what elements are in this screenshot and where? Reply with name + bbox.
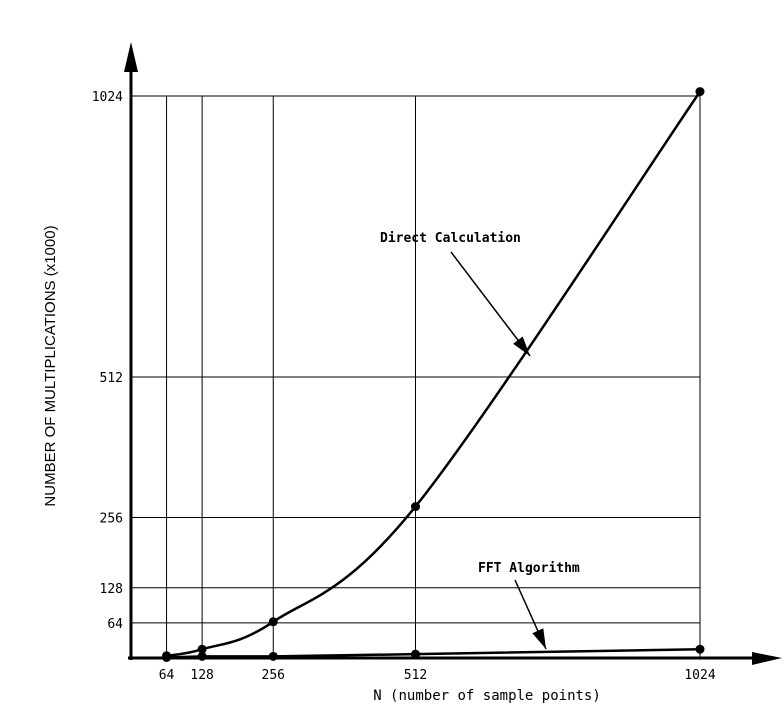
- y-tick-label: 256: [100, 512, 123, 527]
- y-tick-label: 512: [100, 371, 123, 386]
- data-point-direct: [411, 502, 420, 512]
- x-axis-arrow-icon: [752, 652, 782, 665]
- annotation-fft-algorithm: FFT Algorithm: [478, 561, 580, 576]
- y-tick-label: 1024: [92, 90, 123, 105]
- x-tick-label: 512: [404, 668, 427, 683]
- data-point-direct: [197, 644, 207, 654]
- y-axis-label: NUMBER OF MULTIPLICATIONS (x1000): [42, 225, 59, 506]
- tick-labels: 64 128 256 512 1024 64 128 256 512 1024: [92, 90, 716, 683]
- data-point-fft: [411, 649, 420, 659]
- x-tick-label: 256: [262, 668, 285, 683]
- data-point-direct: [695, 87, 705, 97]
- y-tick-label: 128: [100, 582, 123, 597]
- annotation-arrow-direct: [450, 251, 531, 357]
- annotation-arrow-direct-head-icon: [513, 336, 530, 356]
- data-point-direct: [268, 617, 278, 627]
- x-tick-label: 64: [159, 668, 175, 683]
- axes: [124, 42, 782, 665]
- y-tick-label: 64: [107, 617, 123, 632]
- series-line-fft-algorithm: [166, 647, 701, 659]
- annotation-direct-calculation: Direct Calculation: [380, 231, 521, 246]
- data-point-fft: [162, 652, 172, 662]
- y-axis-arrow-icon: [124, 42, 138, 72]
- grid: [131, 95, 701, 658]
- x-axis-label: N (number of sample points): [373, 688, 601, 704]
- data-point-fft: [197, 651, 207, 661]
- series-line-direct-calculation: [166, 90, 702, 658]
- series: [162, 87, 705, 662]
- x-tick-label: 1024: [684, 668, 715, 683]
- data-point-fft: [268, 651, 278, 661]
- data-point-fft: [695, 644, 705, 654]
- annotation-arrow-fft-head-icon: [532, 628, 546, 649]
- x-tick-label: 128: [190, 668, 213, 683]
